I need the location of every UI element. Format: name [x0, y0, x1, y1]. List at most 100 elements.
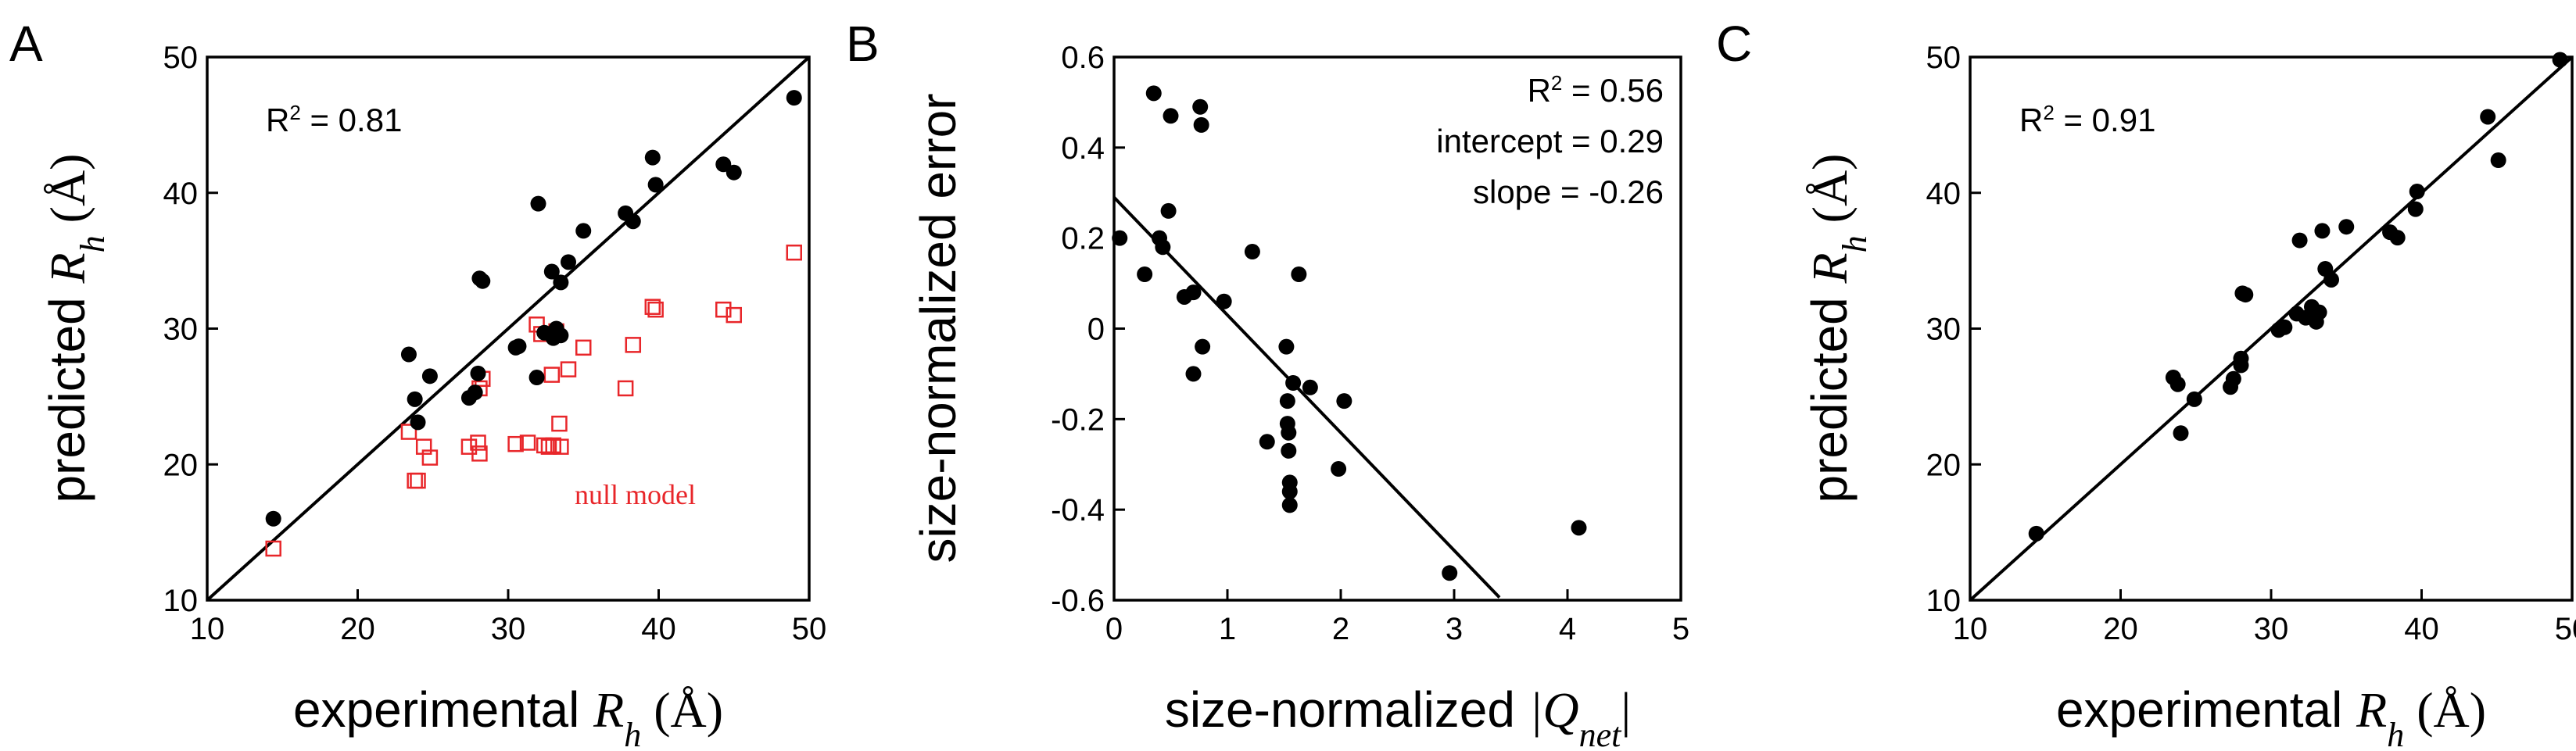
panel-c-data-point — [2169, 376, 2186, 392]
panel-a-y-tick-label: 20 — [163, 448, 199, 482]
panel-b-x-tick-label: 1 — [1219, 612, 1236, 646]
panel-b-slope: slope = -0.26 — [1473, 173, 1664, 210]
panel-a-x-tick-label: 50 — [792, 612, 827, 646]
panel-b-chart: 0 1 2 3 4 5 -0.6 -0.4 -0.2 0 0.2 0.4 0.6 R2 = 0.56 i… — [910, 41, 1689, 751]
panel-b-line-layer — [1112, 196, 1501, 599]
panel-a-identity-line — [206, 55, 811, 602]
panel-c-x-tick-label: 20 — [2103, 612, 2138, 646]
panel-b-y-axis-title: size-normalized error — [910, 93, 966, 563]
panel-a-null-model-point — [543, 367, 561, 383]
panel-a-r-squared: R2 = 0.81 — [266, 101, 402, 138]
panel-a-data-point — [407, 391, 423, 407]
panel-c-data-point — [2409, 184, 2425, 200]
panel-c-x-axis-title: experimental Rh (Å) — [2056, 681, 2486, 751]
panel-b-letter: B — [846, 16, 880, 72]
panel-c-data-point — [2480, 109, 2496, 125]
panel-b-data-point — [1185, 366, 1202, 382]
panel-b-x-tick-label: 4 — [1559, 612, 1576, 646]
panel-b-y-tick-label: 0 — [1087, 313, 1105, 347]
panel-b-y-tick-label: 0.2 — [1061, 222, 1105, 256]
panel-c-data-point — [2186, 391, 2202, 407]
panel-c-data-point — [2407, 201, 2424, 217]
panel-a-data-point — [543, 263, 560, 280]
panel-b-data-point — [1163, 108, 1179, 124]
panel-b-data-point — [1281, 497, 1298, 513]
panel-b-data-point — [1331, 461, 1347, 477]
panel-c-data-point — [2314, 223, 2331, 239]
panel-b-data-point — [1155, 239, 1171, 256]
panel-a-null-model-point — [551, 415, 568, 432]
panel-a-data-point — [553, 327, 569, 344]
panel-b-data-point — [1302, 379, 1318, 395]
panel-c-data-point — [2552, 52, 2568, 68]
panel-a-line-layer — [206, 55, 811, 602]
panel-a-null-model-point — [560, 361, 577, 377]
panel-b-x-axis-title: size-normalized |Qnet| — [1165, 681, 1631, 751]
panel-b-x-tick-label: 0 — [1105, 612, 1123, 646]
panel-a-null-model-point — [540, 438, 557, 455]
panel-b-data-point — [1195, 338, 1211, 355]
panel-b-y-tick-label: -0.6 — [1051, 584, 1105, 618]
panel-c-data-series — [2028, 52, 2568, 542]
panel-b-data-point — [1145, 85, 1162, 102]
panel-a-data-point — [647, 177, 664, 193]
panel-a-null-model-point — [575, 339, 592, 356]
panel-b-y-tick-label: 0.6 — [1061, 41, 1105, 75]
panel-c-y-tick-label: 20 — [1926, 448, 1962, 482]
panel-b-data-point — [1291, 266, 1307, 282]
panel-c-data-point — [2233, 350, 2249, 367]
panel-c-tick-layer: 10 20 30 40 50 10 20 30 40 50 — [1926, 41, 2576, 646]
panel-a-null-model-point — [519, 435, 536, 451]
panel-a-null-model-point — [726, 306, 742, 324]
panel-c-letter: C — [1716, 16, 1752, 72]
panel-b-data-point — [1112, 230, 1128, 246]
panel-b-x-tick-label: 2 — [1332, 612, 1349, 646]
panel-c-y-tick-label: 50 — [1926, 41, 1962, 75]
panel-b-data-point — [1279, 393, 1295, 409]
panel-b-data-point — [1185, 284, 1202, 301]
panel-c-chart: 10 20 30 40 50 10 20 30 40 50 R2 = 0.91 experimen… — [1801, 41, 2576, 751]
panel-a-data-point — [265, 510, 281, 527]
panel-a-null-model-point — [415, 438, 432, 455]
panel-b-data-point — [1281, 484, 1298, 499]
panel-c-data-point — [2028, 525, 2044, 542]
panel-c-y-tick-label: 40 — [1926, 177, 1962, 211]
panel-a-data-point — [528, 370, 545, 386]
panel-a-data-point — [475, 273, 491, 289]
panel-b-data-point — [1137, 266, 1153, 282]
panel-c-data-point — [2338, 219, 2355, 235]
panel-b-r-squared: R2 = 0.56 — [1528, 71, 1664, 109]
panel-a-null-model-point — [421, 449, 439, 466]
panel-a-x-tick-label: 40 — [641, 612, 676, 646]
panel-a-null-model-point — [400, 424, 417, 440]
panel-a-null-model-point — [410, 472, 426, 489]
panel-b-data-point — [1442, 565, 1458, 581]
panel-a-null-model-point — [786, 244, 802, 261]
panel-b-data-point — [1281, 442, 1297, 459]
panel-a-null-model-point — [265, 540, 281, 557]
panel-c-y-tick-label: 10 — [1926, 584, 1962, 618]
panel-a-data-point — [553, 274, 569, 291]
panel-a-null-model-point — [553, 438, 569, 455]
panel-b-y-tick-label: -0.2 — [1051, 402, 1105, 437]
panel-b-data-point — [1160, 202, 1177, 219]
panel-b-data-point — [1244, 244, 1260, 260]
panel-a-model-series — [265, 90, 802, 527]
panel-a-null-model-point — [617, 380, 634, 397]
panel-c-x-tick-label: 30 — [2254, 612, 2289, 646]
panel-a-data-point — [715, 156, 732, 173]
panel-b-data-point — [1278, 338, 1295, 355]
panel-b-y-tick-label: -0.4 — [1051, 493, 1105, 527]
panel-a-data-point — [400, 346, 417, 363]
panel-c-data-point — [2389, 230, 2406, 246]
panel-a-data-point — [786, 90, 802, 106]
panel-a-data-point — [421, 368, 438, 384]
panel-a-y-tick-label: 40 — [163, 177, 199, 211]
panel-b-data-point — [1281, 424, 1297, 441]
panel-c-x-tick-label: 10 — [1953, 612, 1988, 646]
panel-a-null-model-point — [507, 435, 524, 452]
panel-c-x-tick-label: 40 — [2404, 612, 2439, 646]
panel-a-y-tick-label: 10 — [163, 584, 199, 618]
panel-a-null-model-point — [471, 445, 488, 462]
